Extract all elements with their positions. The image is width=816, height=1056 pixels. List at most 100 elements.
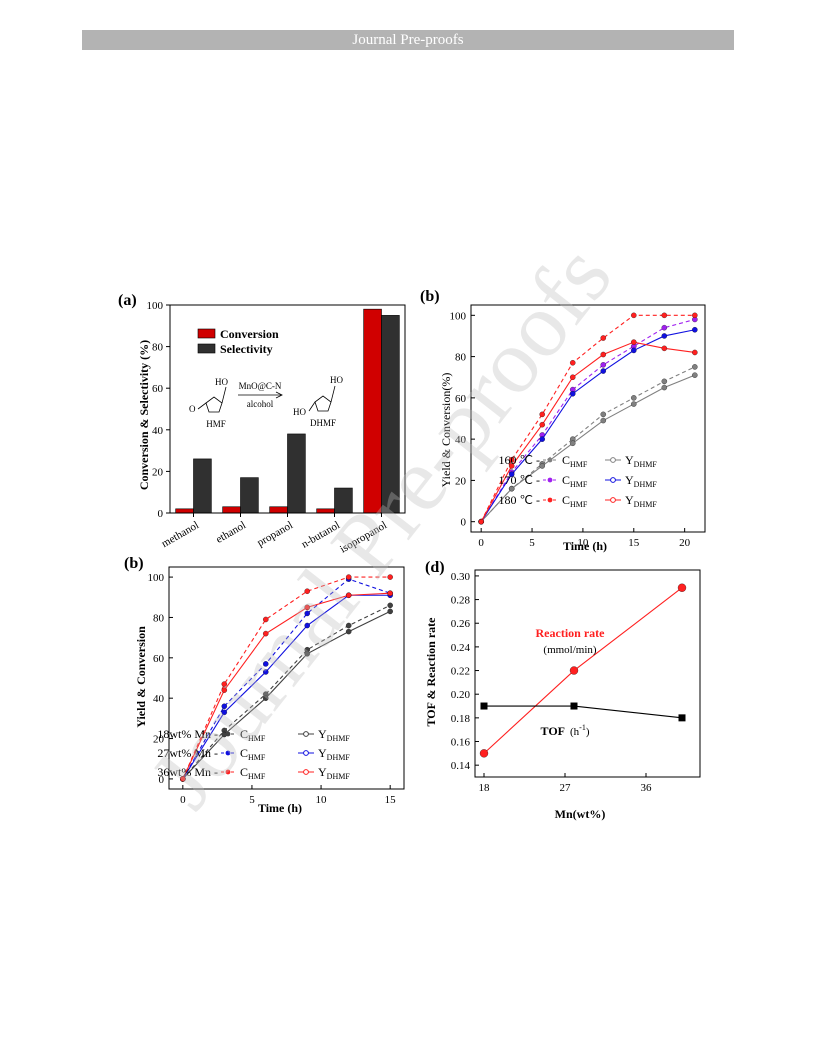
- y-tick-label: 0.26: [451, 618, 471, 630]
- data-point-2: [221, 703, 228, 710]
- data-point-5: [600, 351, 607, 358]
- scheme-ho-3: HO: [293, 407, 306, 417]
- y-tick-label: 0.22: [451, 666, 470, 678]
- y-tick-label: 0.18: [451, 713, 471, 725]
- data-point-5: [263, 630, 269, 637]
- data-point-1: [508, 485, 515, 492]
- x-tick-label: 10: [577, 537, 589, 549]
- bar-selectivity-methanol: [193, 458, 212, 514]
- data-point-4: [569, 360, 576, 366]
- bar-selectivity-propanol: [287, 433, 306, 514]
- legend-row-label: 36wt% Mn -: [157, 765, 218, 779]
- data-point-4: [387, 574, 393, 580]
- y-tick-label: 0.30: [451, 571, 471, 583]
- data-point-1: [631, 401, 637, 407]
- legend-c-label: CHMF: [562, 473, 588, 489]
- data-point-5: [508, 463, 515, 469]
- y-tick-label: 100: [148, 572, 165, 584]
- y-tick-label: 0.14: [451, 760, 471, 772]
- y-tick-label: 0.24: [451, 642, 471, 654]
- legend-marker-open: [303, 750, 309, 756]
- data-point-0: [387, 602, 393, 609]
- data-point-1: [345, 628, 352, 635]
- data-point-4: [221, 681, 228, 687]
- data-point-5: [221, 687, 228, 693]
- annotation-tof: TOF: [541, 724, 565, 738]
- scheme-product: DHMF: [310, 418, 336, 428]
- data-point-0: [600, 411, 607, 418]
- legend-y-label: YDHMF: [625, 473, 657, 489]
- scheme-ho-1: HO: [215, 377, 228, 387]
- legend-y-label: YDHMF: [318, 746, 350, 762]
- bar-conversion-methanol: [175, 508, 194, 514]
- y-tick-label: 0: [461, 517, 467, 529]
- plot-frame: [470, 304, 706, 533]
- x-tick-label: 5: [529, 537, 535, 549]
- legend-marker: [547, 497, 553, 503]
- x-tick-label-a: isopropanol: [338, 519, 389, 555]
- panel-label-b2: (b): [124, 555, 144, 572]
- bar-conversion-n-butanol: [316, 508, 335, 514]
- y-axis-title-b2: Yield & Conversion: [134, 626, 148, 728]
- data-point-5: [631, 339, 637, 345]
- scheme-ho-2: HO: [330, 375, 343, 385]
- legend-swatch-conversion: [197, 328, 216, 339]
- x-tick-label: 15: [385, 794, 397, 806]
- data-point-1: [692, 372, 698, 378]
- legend-row-label: 160 ℃ -: [499, 453, 540, 467]
- data-point-5: [661, 345, 668, 352]
- chart-d-tof-rate: (d) TOF & Reaction rate Mn(wt%) 0.14 0.16…: [424, 559, 701, 821]
- series-line-2: [182, 578, 391, 780]
- legend-c-label: CHMF: [240, 727, 266, 743]
- y-axis-title-b1: Yield & Conversion(%): [439, 373, 453, 488]
- data-point-3: [539, 436, 545, 442]
- legend-marker-open: [303, 731, 309, 737]
- legend-marker: [225, 750, 231, 756]
- reaction-scheme: [197, 385, 336, 413]
- legend-y-label: YDHMF: [625, 453, 657, 469]
- y-tick-label: 0.20: [451, 689, 471, 701]
- bar-selectivity-ethanol: [240, 477, 259, 514]
- y-tick-label: 20: [153, 734, 165, 746]
- data-point-3: [569, 390, 576, 397]
- x-tick-label: 0: [478, 537, 484, 549]
- x-tick-label-a: n-butanol: [299, 519, 342, 550]
- series-line-0: [182, 604, 391, 780]
- chart-b-temperature: (b) Yield & Conversion(%) Time (h) 0 20 40…: [420, 288, 706, 553]
- data-point-5: [180, 776, 186, 782]
- panel-label-d: (d): [425, 559, 445, 576]
- legend-swatch-selectivity: [197, 343, 216, 354]
- legend-b2: 18wt% Mn - CHMF YDHMF 27wt% Mn - CHMF YDHMF 36…: [157, 727, 350, 781]
- data-point-0: [692, 364, 698, 370]
- data-point-1: [480, 702, 488, 710]
- legend-b1: 160 ℃ - CHMF YDHMF 170 ℃ - CHMF YDHMF 180 ℃ - C…: [499, 453, 658, 509]
- data-point-4: [661, 312, 668, 319]
- y-tick-label: 40: [153, 693, 165, 705]
- legend-marker: [547, 477, 553, 483]
- data-point-5: [387, 590, 393, 596]
- legend-marker: [225, 731, 231, 737]
- y-tick-label: 60: [455, 393, 467, 405]
- plot-frame: [474, 569, 701, 778]
- data-point-4: [600, 335, 607, 341]
- data-point-0: [661, 378, 668, 385]
- legend-c-label: CHMF: [562, 453, 588, 469]
- journal-banner: Journal Pre-proofs: [82, 30, 734, 50]
- annotation-reaction-rate: Reaction rate: [536, 626, 606, 640]
- series-line-5: [480, 341, 695, 522]
- x-axis-title-b2: Time (h): [258, 801, 302, 815]
- x-axis-title-d: Mn(wt%): [555, 807, 606, 821]
- data-point-0: [345, 622, 352, 629]
- data-point-0: [631, 395, 637, 401]
- legend-c-label: CHMF: [240, 746, 266, 762]
- x-tick-label-a: methanol: [160, 519, 201, 550]
- data-point-2: [263, 661, 269, 667]
- series-line-1: [182, 610, 391, 780]
- data-point-3: [631, 347, 637, 354]
- y-axis-title-d: TOF & Reaction rate: [424, 617, 438, 727]
- data-point-1: [570, 702, 578, 710]
- scheme-catalyst: MnO@C-N: [239, 381, 282, 391]
- y-tick-label: 0.28: [451, 595, 471, 607]
- y-tick-label-a: 0: [158, 508, 164, 520]
- panel-label-a: (a): [118, 292, 137, 309]
